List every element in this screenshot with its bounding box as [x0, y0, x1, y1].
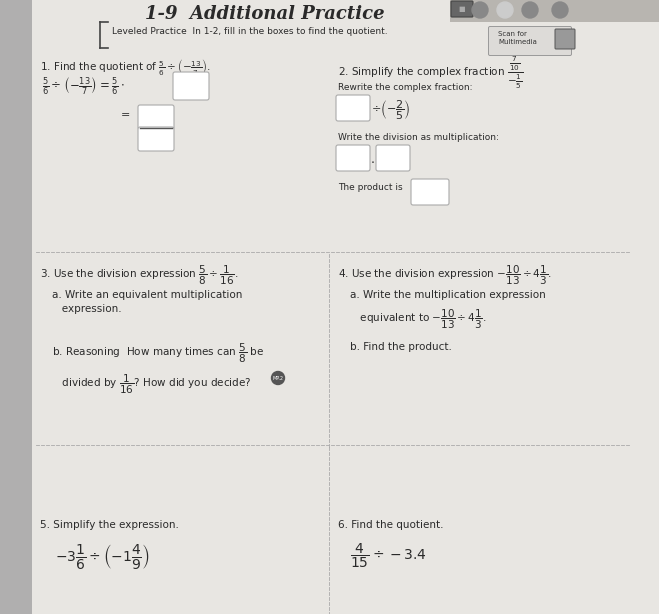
Text: Scan for
Multimedia: Scan for Multimedia: [498, 31, 537, 45]
Text: $=$: $=$: [118, 108, 130, 118]
Text: b. Reasoning  How many times can $\dfrac{5}{8}$ be
   divided by $\dfrac{1}{16}$: b. Reasoning How many times can $\dfrac{…: [52, 342, 264, 396]
Circle shape: [272, 371, 285, 384]
Text: $\cdot$: $\cdot$: [370, 155, 374, 168]
Text: 4. Use the division expression $-\dfrac{10}{13} \div 4\dfrac{1}{3}$.: 4. Use the division expression $-\dfrac{…: [338, 264, 552, 287]
Text: MP.2: MP.2: [273, 376, 283, 381]
Circle shape: [472, 2, 488, 18]
FancyBboxPatch shape: [336, 95, 370, 121]
FancyBboxPatch shape: [138, 127, 174, 151]
FancyBboxPatch shape: [488, 26, 571, 55]
FancyBboxPatch shape: [32, 0, 659, 614]
FancyBboxPatch shape: [173, 72, 209, 100]
Text: 5. Simplify the expression.: 5. Simplify the expression.: [40, 520, 179, 530]
Circle shape: [522, 2, 538, 18]
FancyBboxPatch shape: [555, 29, 575, 49]
Text: $\dfrac{4}{15} \div -3.4$: $\dfrac{4}{15} \div -3.4$: [350, 542, 427, 570]
Text: a. Write an equivalent multiplication
   expression.: a. Write an equivalent multiplication ex…: [52, 290, 243, 314]
FancyBboxPatch shape: [450, 0, 659, 22]
Text: 6. Find the quotient.: 6. Find the quotient.: [338, 520, 444, 530]
Circle shape: [552, 2, 568, 18]
Text: a. Write the multiplication expression
   equivalent to $-\dfrac{10}{13} \div 4\: a. Write the multiplication expression e…: [350, 290, 546, 331]
FancyBboxPatch shape: [0, 0, 32, 614]
Text: b. Find the product.: b. Find the product.: [350, 342, 452, 352]
Text: 1. Find the quotient of $\frac{5}{6} \div \left(-\frac{13}{7}\right)$.: 1. Find the quotient of $\frac{5}{6} \di…: [40, 57, 210, 77]
FancyBboxPatch shape: [138, 105, 174, 129]
FancyBboxPatch shape: [411, 179, 449, 205]
Text: 2. Simplify the complex fraction $\dfrac{\frac{7}{10}}{-\frac{1}{5}}$: 2. Simplify the complex fraction $\dfrac…: [338, 55, 524, 91]
Text: Leveled Practice  In 1-2, fill in the boxes to find the quotient.: Leveled Practice In 1-2, fill in the box…: [112, 27, 387, 36]
Text: $\div \left(-\dfrac{2}{5}\right)$: $\div \left(-\dfrac{2}{5}\right)$: [371, 99, 411, 122]
Circle shape: [497, 2, 513, 18]
Text: 1-9  Additional Practice: 1-9 Additional Practice: [145, 5, 385, 23]
Text: Write the division as multiplication:: Write the division as multiplication:: [338, 133, 499, 142]
Text: The product is: The product is: [338, 182, 403, 192]
Text: $\frac{5}{6} \div \left(-\frac{13}{7}\right) = \frac{5}{6}\cdot$: $\frac{5}{6} \div \left(-\frac{13}{7}\ri…: [42, 75, 125, 96]
Text: 3. Use the division expression $\dfrac{5}{8} \div \dfrac{1}{16}$.: 3. Use the division expression $\dfrac{5…: [40, 264, 239, 287]
Text: $-3\dfrac{1}{6} \div \left(-1\dfrac{4}{9}\right)$: $-3\dfrac{1}{6} \div \left(-1\dfrac{4}{9…: [55, 542, 150, 571]
Text: Rewrite the complex fraction:: Rewrite the complex fraction:: [338, 83, 473, 92]
Text: ■: ■: [459, 6, 465, 12]
FancyBboxPatch shape: [376, 145, 410, 171]
FancyBboxPatch shape: [451, 1, 473, 17]
FancyBboxPatch shape: [336, 145, 370, 171]
